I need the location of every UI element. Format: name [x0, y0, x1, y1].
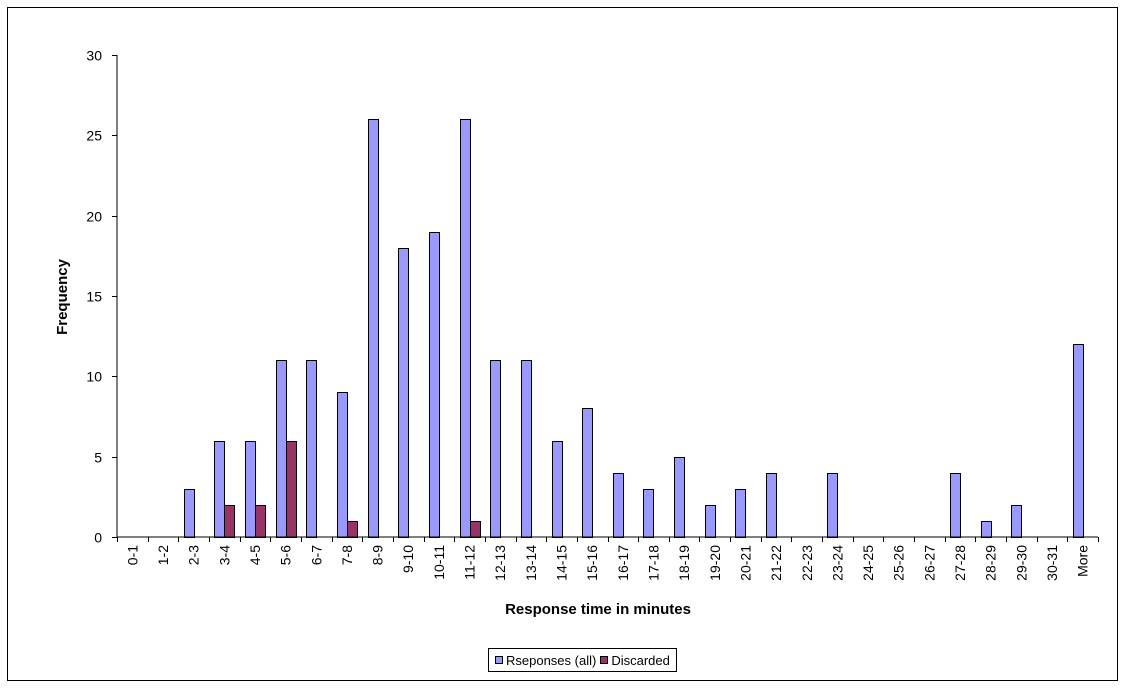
bar-all — [1073, 344, 1084, 538]
x-tick-label: 19-20 — [707, 545, 723, 581]
y-tick-label: 30 — [86, 48, 102, 64]
bar-all — [674, 457, 685, 538]
bar-all — [276, 360, 287, 538]
x-tick-label: 20-21 — [737, 545, 753, 581]
x-ticks-layer: 0-1 1-2 2-3 3-4 4-5 5-6 6-7 7-8 8-9 9-10 10-11 11-1… — [117, 537, 1099, 581]
bar-all — [521, 360, 532, 538]
x-tick-label: 10-11 — [431, 545, 447, 580]
legend: Rseponses (all) Discarded — [488, 648, 677, 672]
x-tick-label: 8-9 — [370, 545, 386, 565]
bar-all — [429, 232, 440, 538]
x-tick-label: 14-15 — [554, 545, 570, 581]
x-tick-label: 0-1 — [124, 545, 140, 565]
x-axis-title: Response time in minutes — [505, 601, 691, 618]
y-tick-label: 0 — [94, 530, 102, 546]
x-tick-label: 17-18 — [645, 545, 661, 581]
y-tick-label: 25 — [86, 128, 102, 144]
bar-all — [552, 441, 563, 538]
bar-all — [368, 119, 379, 538]
x-tick-label: 30-31 — [1044, 545, 1060, 581]
bar-discarded — [470, 521, 481, 538]
bars-layer — [184, 119, 1084, 538]
bar-all — [245, 441, 256, 538]
bar-all — [1011, 505, 1022, 538]
legend-swatch-all — [495, 656, 503, 664]
y-axis-title: Frequency — [54, 258, 71, 335]
y-tick-label: 5 — [94, 450, 102, 466]
bar-all — [705, 505, 716, 538]
bar-all — [827, 473, 838, 538]
x-tick-label: 11-12 — [462, 545, 478, 580]
x-tick-label: 9-10 — [400, 545, 416, 573]
y-ticks-layer: 0 5 10 15 20 25 30 — [86, 48, 117, 546]
legend-label-discarded: Discarded — [611, 652, 670, 668]
bar-all — [306, 360, 317, 538]
y-tick-label: 10 — [86, 369, 102, 385]
x-tick-label: 6-7 — [308, 545, 324, 565]
bar-all — [460, 119, 471, 538]
x-tick-label: 12-13 — [492, 545, 508, 581]
x-tick-label: 28-29 — [983, 545, 999, 581]
legend-swatch-discarded — [600, 656, 609, 664]
y-tick-label: 15 — [86, 289, 102, 305]
x-tick-label: 23-24 — [829, 545, 845, 581]
x-tick-label: 29-30 — [1013, 545, 1029, 581]
x-tick-label: 22-23 — [799, 545, 815, 581]
chart-frame — [7, 7, 1118, 681]
axes-layer — [116, 55, 1098, 538]
x-tick-label: 5-6 — [278, 545, 294, 565]
legend-label-all: Rseponses (all) — [506, 652, 597, 668]
x-tick-label: More — [1075, 545, 1091, 577]
y-tick-label: 20 — [86, 209, 102, 225]
bar-all — [981, 521, 992, 538]
x-tick-label: 13-14 — [523, 545, 539, 581]
x-tick-label: 1-2 — [155, 545, 171, 565]
bar-all — [950, 473, 961, 538]
bar-discarded — [224, 505, 235, 538]
bar-discarded — [286, 441, 297, 538]
x-tick-label: 16-17 — [615, 545, 631, 581]
x-tick-label: 4-5 — [247, 545, 263, 565]
bar-discarded — [255, 505, 266, 538]
x-tick-label: 25-26 — [891, 545, 907, 581]
x-tick-label: 21-22 — [768, 545, 784, 581]
bar-all — [766, 473, 777, 538]
x-tick-label: 3-4 — [216, 545, 232, 565]
bar-all — [214, 441, 225, 538]
x-tick-label: 26-27 — [921, 545, 937, 581]
legend-item-all: Rseponses (all) — [495, 653, 596, 668]
x-tick-label: 24-25 — [860, 545, 876, 581]
bar-all — [184, 489, 195, 538]
bar-all — [337, 392, 348, 538]
bar-all — [582, 408, 593, 538]
legend-item-discarded: Discarded — [600, 653, 670, 668]
x-tick-label: 27-28 — [952, 545, 968, 581]
bar-all — [398, 248, 409, 538]
x-tick-label: 7-8 — [339, 545, 355, 565]
bar-all — [643, 489, 654, 538]
x-tick-label: 2-3 — [186, 545, 202, 565]
x-tick-label: 15-16 — [584, 545, 600, 581]
bar-discarded — [347, 521, 358, 538]
bar-all — [735, 489, 746, 538]
bar-all — [490, 360, 501, 538]
bar-all — [613, 473, 624, 538]
x-tick-label: 18-19 — [676, 545, 692, 581]
